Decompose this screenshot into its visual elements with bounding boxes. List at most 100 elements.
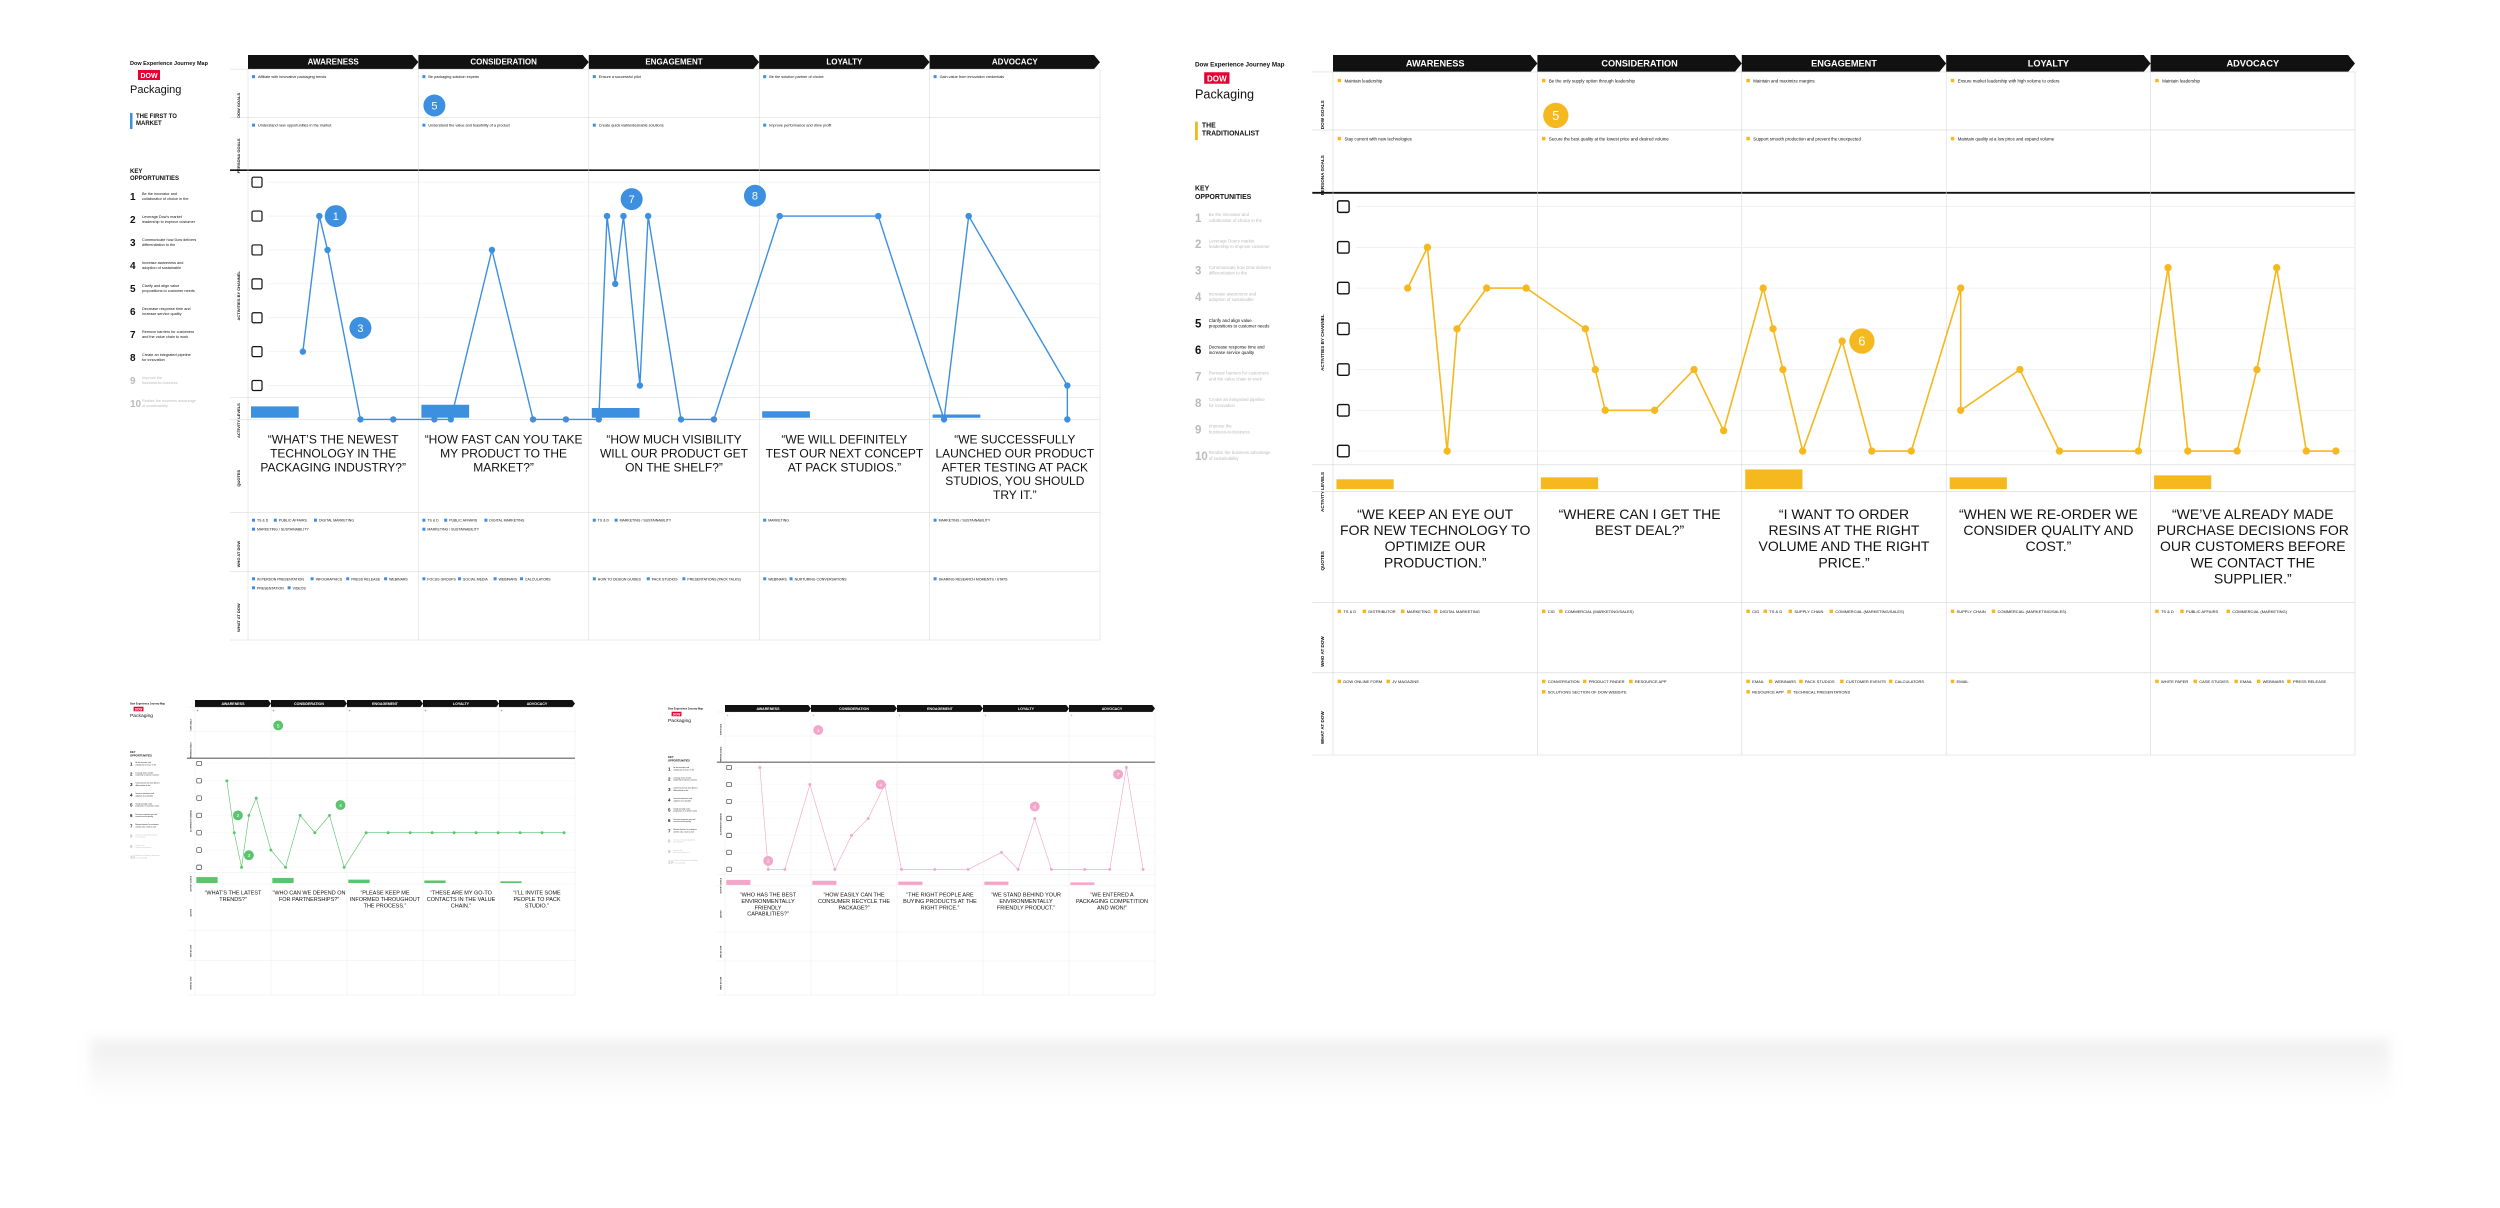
what-at-dow-text: TECHNICAL PRESENTATIONS xyxy=(1793,689,1850,694)
dow-goal-text: Ensure a successful pilot xyxy=(599,75,642,79)
stage-label: LOYALTY xyxy=(1018,707,1035,711)
opportunity-number: 5 xyxy=(668,808,671,813)
opportunity-text: leadership to improve customer xyxy=(673,779,697,782)
activity-point xyxy=(386,831,390,835)
opportunity-text: Clarify and align value xyxy=(135,802,152,805)
opportunity-number: 4 xyxy=(130,792,133,797)
row-label: WHAT AT DOW xyxy=(1320,711,1325,744)
what-at-dow-text: EMAIL xyxy=(2240,679,2253,684)
what-at-dow-text: WEBINARS xyxy=(1775,679,1797,684)
activity-point xyxy=(518,831,522,835)
activity-point xyxy=(1779,365,1787,374)
opportunity-text: Clarify and align value xyxy=(1209,318,1252,323)
activity-point xyxy=(940,416,948,423)
activity-point xyxy=(636,382,644,389)
key-opportunities-heading: KEY xyxy=(130,750,136,754)
who-at-dow-text: DISTRIBUTOR xyxy=(1368,609,1395,614)
opportunity-text: Clarify and align value xyxy=(142,284,179,288)
goal-bullet xyxy=(1337,136,1342,141)
what-at-dow-bullet xyxy=(1950,679,1955,684)
row-label: WHO AT DOW xyxy=(236,540,241,567)
activity-point xyxy=(2164,264,2172,272)
who-at-dow-text: TS & D xyxy=(427,519,439,523)
row-label: ACTIVITIES BY CHANNEL xyxy=(189,809,192,832)
activity-point xyxy=(1033,817,1037,820)
opportunity-badge-label: 1 xyxy=(333,211,339,223)
opportunity-text: Be the innovator and xyxy=(673,766,689,769)
who-at-dow-bullet xyxy=(1763,609,1767,614)
activity-point xyxy=(1719,426,1728,435)
quote-text: TEST OUR NEXT CONCEPT xyxy=(766,447,924,461)
opportunity-badge xyxy=(763,855,774,866)
opportunity-number: 4 xyxy=(130,261,136,272)
activity-level-bar xyxy=(424,880,446,884)
persona-goal-text: Stay current with new technologies xyxy=(1345,136,1413,141)
opportunity-badge-label: 4 xyxy=(339,803,342,809)
activity-point xyxy=(1016,867,1020,871)
goal-bullet xyxy=(1542,136,1546,141)
opportunity-number: 7 xyxy=(130,823,133,828)
dow-logo-text: DOW xyxy=(140,73,158,80)
people-icon xyxy=(196,864,202,870)
activity-point xyxy=(1798,447,1807,455)
activity-point xyxy=(595,416,602,423)
who-at-dow-text: DIGITAL MARKETING xyxy=(1440,609,1480,614)
dow-logo-diamond xyxy=(671,711,682,717)
row-label: WHO AT DOW xyxy=(189,945,192,957)
quote-text: STUDIO.” xyxy=(525,903,549,909)
activity-point xyxy=(2016,365,2024,374)
opportunity-text: of sustainability xyxy=(1209,456,1240,461)
who-at-dow-text: MARKETING xyxy=(1407,609,1431,614)
stage-label: ENGAGEMENT xyxy=(1811,59,1877,69)
activity-point xyxy=(1907,447,1915,455)
what-at-dow-text: PRESS RELEASE xyxy=(2293,679,2327,684)
quote-text: WILL OUR PRODUCT GET xyxy=(600,447,749,461)
who-at-dow-text: PUBLIC AFFAIRS xyxy=(279,519,308,523)
tablet-icon xyxy=(1336,240,1350,254)
opportunity-text: differentiation to the xyxy=(135,784,150,787)
who-at-dow-text: COMMERCIAL (MARKETING) xyxy=(2232,609,2287,614)
activity-point xyxy=(966,867,970,871)
activity-point xyxy=(408,831,412,835)
quote-text: “THE RIGHT PEOPLE ARE xyxy=(906,893,974,899)
goal-badge-label: 5 xyxy=(277,723,280,729)
opportunity-number: 3 xyxy=(1195,266,1201,278)
opportunity-text: propositions to customer needs xyxy=(1209,324,1270,329)
laptop-icon xyxy=(726,798,732,804)
activity-level-bar xyxy=(421,404,470,418)
row-label: ACTIVITY LEVELS xyxy=(236,403,241,438)
quote-text: LAUNCHED OUR PRODUCT xyxy=(935,447,1094,461)
what-at-dow-text: IN PERSON PRESENTATION xyxy=(257,577,304,581)
opportunity-text: of sustainability xyxy=(142,404,168,408)
opportunity-text: Decrease response time and xyxy=(135,813,157,816)
opportunity-badge-label: 7 xyxy=(629,194,635,206)
what-at-dow-text: RESOURCE APP xyxy=(1635,679,1667,684)
who-at-dow-text: MARKETING / SUSTAINABILITY xyxy=(939,519,991,523)
dow-goal-text: Be packaging solution experts xyxy=(428,75,479,79)
opportunity-text: Be the innovator and xyxy=(142,192,177,196)
stage-label: ADVOCACY xyxy=(2227,59,2280,69)
goal-badge-label: 5 xyxy=(1552,109,1559,123)
stage-header-awareness xyxy=(195,700,271,708)
opportunity-number: 7 xyxy=(130,330,136,341)
stage-header-loyalty xyxy=(1946,55,2151,72)
what-at-dow-bullet xyxy=(346,577,350,581)
who-at-dow-text: COMMERCIAL (MARKETING/SALES) xyxy=(1835,609,1904,614)
quote-text: RIGHT PRICE.” xyxy=(921,905,960,911)
opportunity-number: 1 xyxy=(668,766,671,771)
persona-goal-text: Understand new opportunities in the mark… xyxy=(258,124,332,128)
what-at-dow-bullet xyxy=(1787,690,1791,694)
opportunity-badge xyxy=(1113,769,1124,780)
activity-point xyxy=(225,779,229,783)
opportunity-text: Be the innovator and xyxy=(1209,212,1250,217)
goal-bullet xyxy=(422,75,426,79)
goal-bullet xyxy=(1542,78,1546,83)
opportunity-text: Increase awareness and xyxy=(1209,291,1257,296)
activity-path xyxy=(302,213,1069,421)
dow-goal-text: Maintain and maximize margins xyxy=(1753,78,1815,83)
opportunity-number: 10 xyxy=(1195,451,1208,463)
who-at-dow-bullet xyxy=(444,518,448,522)
goal-bullet xyxy=(252,123,255,127)
dow-goal-text: Maintain leadership xyxy=(2162,78,2200,83)
goal-bullet xyxy=(592,75,596,79)
